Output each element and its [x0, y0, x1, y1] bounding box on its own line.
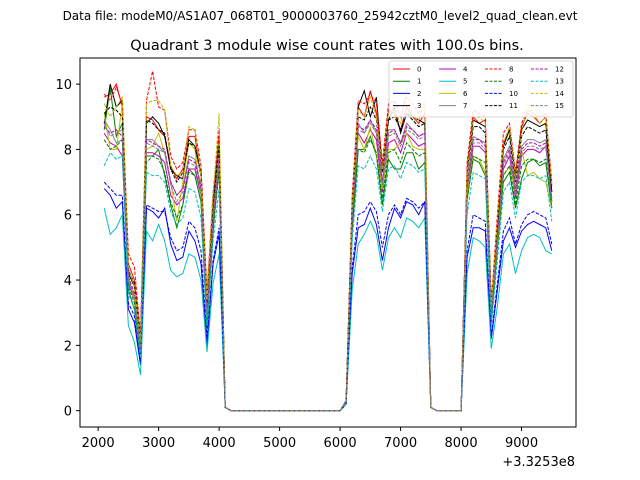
legend-label-1: 1: [417, 78, 421, 86]
axes-frame: [79, 57, 577, 428]
series-line-8: [103, 70, 553, 412]
series-line-10: [103, 181, 553, 412]
series-lines: [103, 70, 553, 412]
series-line-15: [103, 122, 553, 412]
legend-label-12: 12: [555, 66, 564, 74]
legend-label-15: 15: [555, 102, 564, 110]
series-line-9: [103, 138, 553, 412]
legend-label-2: 2: [417, 90, 421, 98]
legend-label-3: 3: [417, 102, 421, 110]
series-line-12: [103, 119, 553, 412]
legend-label-10: 10: [509, 90, 518, 98]
legend-label-13: 13: [555, 78, 564, 86]
chart-title: Quadrant 3 module wise count rates with …: [130, 38, 524, 54]
legend-label-5: 5: [463, 78, 467, 86]
y-tick-label: 2: [64, 339, 72, 354]
y-axis: 0 2 4 6 8 10: [55, 78, 80, 420]
y-tick-label: 4: [64, 274, 72, 289]
x-tick-label: 4000: [203, 436, 236, 451]
legend-label-11: 11: [509, 102, 518, 110]
legend-label-4: 4: [463, 66, 468, 74]
x-offset-label: +3.3253e8: [502, 455, 575, 470]
x-tick-label: 7000: [384, 436, 417, 451]
legend-label-0: 0: [417, 66, 421, 74]
data-file-suptitle: Data file: modeM0/AS1A07_068T01_90000037…: [63, 9, 578, 23]
y-tick-label: 6: [64, 209, 72, 224]
x-tick-label: 5000: [263, 436, 296, 451]
x-tick-label: 2000: [82, 436, 115, 451]
legend-label-6: 6: [463, 90, 468, 98]
x-axis: 2000 3000 4000 5000 6000 7000 8000 9000: [82, 427, 538, 451]
legend-label-9: 9: [509, 78, 513, 86]
series-line-6: [103, 103, 553, 412]
series-line-13: [103, 151, 553, 412]
series-line-1: [103, 87, 553, 412]
legend-box: [388, 60, 574, 118]
x-tick-label: 3000: [142, 436, 175, 451]
y-tick-label: 8: [64, 143, 72, 158]
legend-label-8: 8: [509, 66, 513, 74]
series-line-7: [103, 118, 553, 412]
series-line-14: [103, 87, 553, 412]
legend-label-7: 7: [463, 102, 467, 110]
x-tick-label: 9000: [505, 436, 538, 451]
legend-label-14: 14: [555, 90, 564, 98]
y-tick-label: 0: [64, 405, 72, 420]
x-tick-label: 6000: [324, 436, 357, 451]
y-tick-label: 10: [55, 78, 72, 93]
x-tick-label: 8000: [445, 436, 478, 451]
series-line-2: [103, 188, 553, 412]
